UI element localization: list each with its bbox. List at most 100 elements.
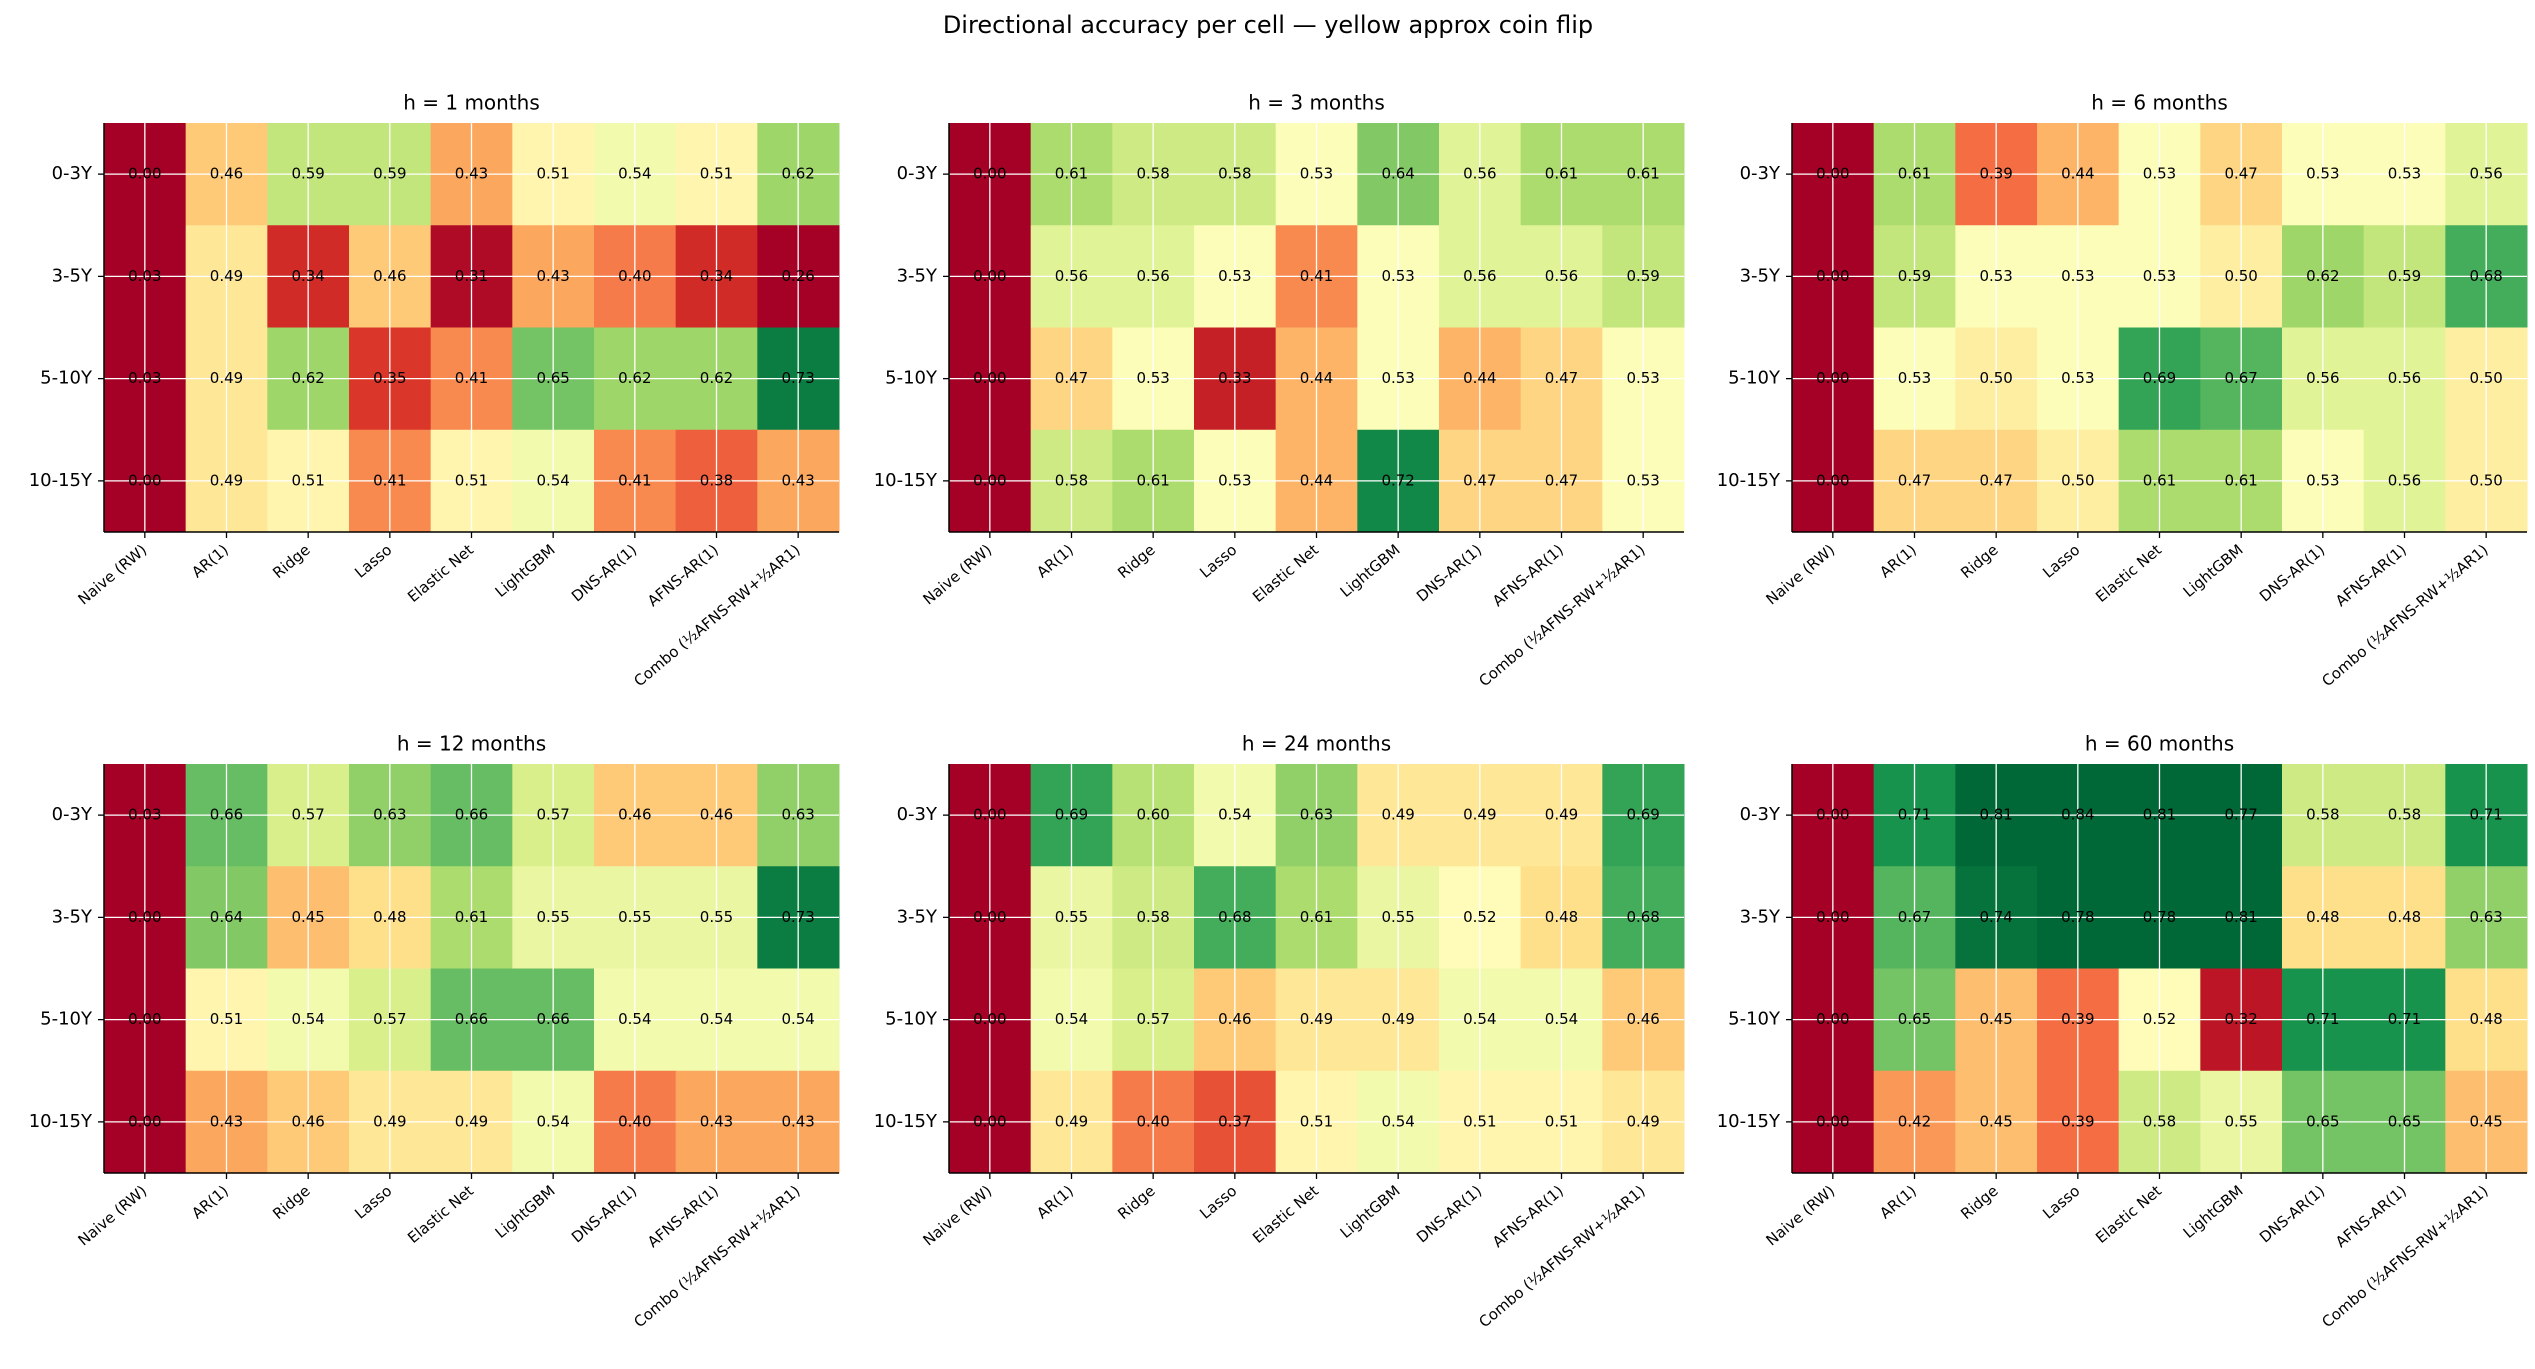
cell-label: 0.59 xyxy=(1898,267,1931,285)
cell-label: 0.49 xyxy=(1055,1112,1088,1130)
y-tick-label: 3-5Y xyxy=(52,265,93,286)
cell-label: 0.48 xyxy=(1545,908,1578,926)
x-tick-label: Lasso xyxy=(2039,541,2083,582)
cell-label: 0.55 xyxy=(1055,908,1088,926)
cell-label: 0.54 xyxy=(618,1010,651,1028)
panel-title: h = 24 months xyxy=(1242,732,1391,756)
cell-label: 0.50 xyxy=(1979,369,2012,387)
cell-label: 0.57 xyxy=(1136,1010,1169,1028)
cell-label: 0.62 xyxy=(781,165,814,183)
cell-label: 0.55 xyxy=(1381,908,1414,926)
cell-label: 0.58 xyxy=(1218,165,1251,183)
cell-label: 0.47 xyxy=(1545,369,1578,387)
cell-label: 0.62 xyxy=(618,369,651,387)
y-tick-label: 10-15Y xyxy=(874,1111,938,1132)
cell-label: 0.26 xyxy=(781,267,814,285)
x-tick-label: Lasso xyxy=(1196,541,1240,582)
cell-label: 0.47 xyxy=(2224,165,2257,183)
x-tick-label: DNS-AR(1) xyxy=(2256,541,2328,606)
cell-label: 0.54 xyxy=(700,1010,733,1028)
y-tick-label: 3-5Y xyxy=(1740,265,1781,286)
cell-label: 0.37 xyxy=(1218,1112,1251,1130)
x-tick-label: AR(1) xyxy=(1876,541,1920,582)
cell-label: 0.54 xyxy=(1463,1010,1496,1028)
cell-label: 0.66 xyxy=(455,806,488,824)
x-tick-label: Elastic Net xyxy=(404,1182,477,1247)
x-tick-label: Lasso xyxy=(351,541,395,582)
cell-label: 0.51 xyxy=(291,471,324,489)
cell-label: 0.00 xyxy=(973,1010,1006,1028)
cell-label: 0.40 xyxy=(618,267,651,285)
x-tick-label: AR(1) xyxy=(1033,541,1077,582)
x-tick-label: Elastic Net xyxy=(2092,1182,2165,1247)
cell-label: 0.03 xyxy=(128,267,161,285)
cell-label: 0.54 xyxy=(781,1010,814,1028)
x-tick-label: AFNS-AR(1) xyxy=(644,541,722,610)
cell-label: 0.59 xyxy=(291,165,324,183)
cell-label: 0.81 xyxy=(2143,806,2176,824)
cell-label: 0.49 xyxy=(210,471,243,489)
cell-label: 0.61 xyxy=(1898,165,1931,183)
cell-label: 0.00 xyxy=(1816,369,1849,387)
cell-label: 0.47 xyxy=(1898,471,1931,489)
cell-label: 0.46 xyxy=(1626,1010,1659,1028)
cell-label: 0.49 xyxy=(1463,806,1496,824)
cell-label: 0.63 xyxy=(373,806,406,824)
panel-title: h = 12 months xyxy=(397,732,546,756)
cell-label: 0.54 xyxy=(618,165,651,183)
cell-label: 0.64 xyxy=(210,908,243,926)
y-tick-label: 10-15Y xyxy=(874,470,938,491)
cell-label: 0.54 xyxy=(536,471,569,489)
cell-label: 0.00 xyxy=(973,369,1006,387)
cell-label: 0.66 xyxy=(210,806,243,824)
x-tick-label: Ridge xyxy=(269,541,313,582)
cell-label: 0.61 xyxy=(2143,471,2176,489)
cell-label: 0.31 xyxy=(455,267,488,285)
figure-title: Directional accuracy per cell — yellow a… xyxy=(943,11,1593,39)
cell-label: 0.51 xyxy=(700,165,733,183)
cell-label: 0.00 xyxy=(1816,471,1849,489)
y-tick-label: 10-15Y xyxy=(29,470,93,491)
cell-label: 0.71 xyxy=(1898,806,1931,824)
cell-label: 0.54 xyxy=(1545,1010,1578,1028)
cell-label: 0.53 xyxy=(2306,471,2339,489)
x-tick-label: LightGBM xyxy=(1337,541,1404,601)
cell-label: 0.56 xyxy=(2388,471,2421,489)
cell-label: 0.00 xyxy=(973,471,1006,489)
cell-label: 0.59 xyxy=(2388,267,2421,285)
x-tick-label: Ridge xyxy=(1957,1182,2001,1223)
y-tick-label: 5-10Y xyxy=(40,368,93,389)
cell-label: 0.68 xyxy=(2469,267,2502,285)
cell-label: 0.50 xyxy=(2469,369,2502,387)
x-tick-label: LightGBM xyxy=(492,541,559,601)
cell-label: 0.54 xyxy=(1381,1112,1414,1130)
cell-label: 0.51 xyxy=(1463,1112,1496,1130)
cell-label: 0.51 xyxy=(536,165,569,183)
cell-label: 0.69 xyxy=(1626,806,1659,824)
cell-label: 0.49 xyxy=(1300,1010,1333,1028)
cell-label: 0.81 xyxy=(2224,908,2257,926)
cell-label: 0.00 xyxy=(973,165,1006,183)
cell-label: 0.71 xyxy=(2388,1010,2421,1028)
cell-label: 0.38 xyxy=(700,471,733,489)
cell-label: 0.53 xyxy=(1136,369,1169,387)
cell-label: 0.46 xyxy=(700,806,733,824)
x-tick-label: AR(1) xyxy=(1876,1182,1920,1223)
x-tick-label: Ridge xyxy=(1114,541,1158,582)
x-tick-label: AFNS-AR(1) xyxy=(2332,541,2410,610)
cell-label: 0.56 xyxy=(1463,267,1496,285)
cell-label: 0.44 xyxy=(1463,369,1496,387)
cell-label: 0.32 xyxy=(2224,1010,2257,1028)
cell-label: 0.48 xyxy=(2388,908,2421,926)
cell-label: 0.56 xyxy=(1463,165,1496,183)
y-tick-label: 0-3Y xyxy=(1740,163,1781,184)
cell-label: 0.51 xyxy=(1300,1112,1333,1130)
x-tick-label: AR(1) xyxy=(188,541,232,582)
cell-label: 0.39 xyxy=(1979,165,2012,183)
cell-label: 0.66 xyxy=(455,1010,488,1028)
x-tick-label: Combo (½AFNS-RW+½AR1) xyxy=(2318,541,2491,690)
x-tick-label: Naive (RW) xyxy=(1763,1182,1839,1250)
x-tick-label: Combo (½AFNS-RW+½AR1) xyxy=(630,1182,803,1331)
cell-label: 0.65 xyxy=(1898,1010,1931,1028)
